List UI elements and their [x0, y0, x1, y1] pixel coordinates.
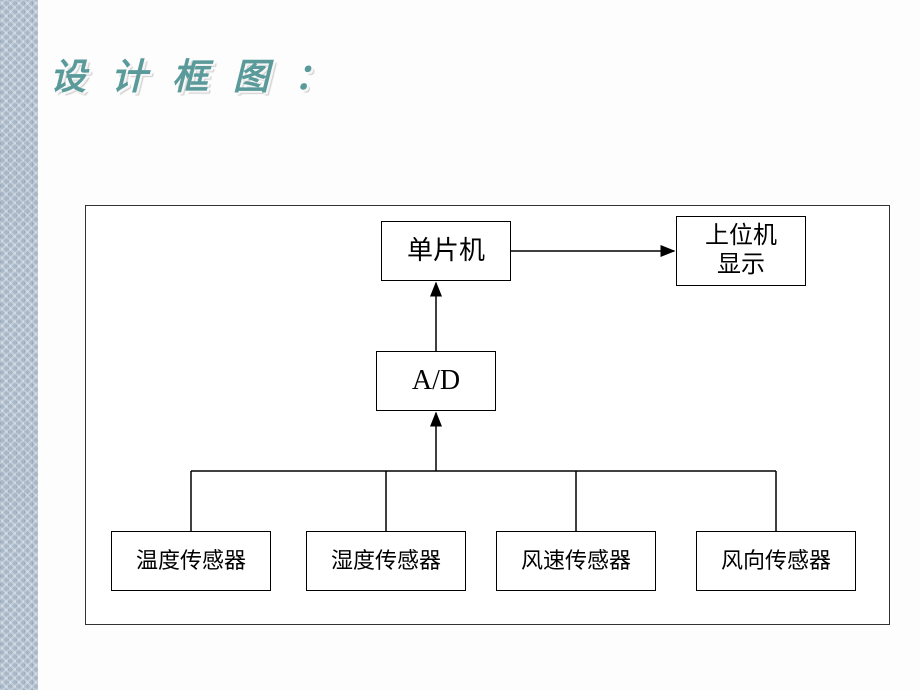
- sidebar-decoration: [0, 0, 38, 690]
- node-sensor-windspeed: 风速传感器: [496, 531, 656, 591]
- node-ad-label: A/D: [412, 364, 460, 398]
- node-ad: A/D: [376, 351, 496, 411]
- node-sensor-temp-label: 温度传感器: [136, 548, 246, 574]
- node-mcu-label: 单片机: [407, 235, 485, 266]
- node-display-label: 上位机 显示: [705, 222, 777, 280]
- node-sensor-temp: 温度传感器: [111, 531, 271, 591]
- node-sensor-winddir-label: 风向传感器: [721, 548, 831, 574]
- node-sensor-windspeed-label: 风速传感器: [521, 548, 631, 574]
- node-display: 上位机 显示: [676, 216, 806, 286]
- node-sensor-winddir: 风向传感器: [696, 531, 856, 591]
- block-diagram: 单片机 上位机 显示 A/D 温度传感器 湿度传感器 风速传感器 风向传感器: [85, 205, 890, 625]
- node-sensor-humidity: 湿度传感器: [306, 531, 466, 591]
- page-title: 设 计 框 图 ：: [50, 48, 338, 100]
- node-sensor-humidity-label: 湿度传感器: [331, 548, 441, 574]
- node-mcu: 单片机: [381, 221, 511, 281]
